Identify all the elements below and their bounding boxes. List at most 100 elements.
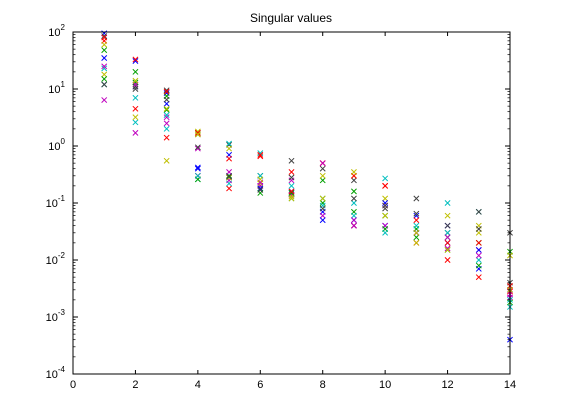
y-tick-label: 102: [48, 23, 65, 39]
data-point: [132, 68, 139, 75]
data-point: [288, 157, 295, 164]
data-point: [382, 212, 389, 219]
data-point: [444, 234, 451, 241]
data-point: [132, 58, 139, 64]
x-tick-label: 10: [379, 379, 391, 391]
data-point: [226, 185, 233, 192]
data-point: [382, 175, 389, 182]
data-point: [163, 87, 170, 94]
data-point: [194, 165, 201, 172]
data-point: [288, 195, 295, 202]
y-tick-base: 10: [48, 27, 60, 39]
data-point: [475, 208, 482, 215]
data-point: [132, 114, 139, 121]
data-point: [132, 77, 139, 84]
data-point: [350, 188, 357, 195]
data-point: [444, 247, 451, 253]
data-point: [132, 105, 139, 112]
x-tick-label: 4: [195, 379, 201, 391]
data-point: [475, 226, 482, 232]
data-point: [319, 177, 326, 184]
data-point: [226, 155, 233, 162]
data-point: [257, 186, 264, 193]
y-tick-base: 10: [46, 312, 58, 324]
data-point: [132, 129, 139, 136]
chart-title: Singular values: [250, 11, 332, 25]
data-point: [163, 157, 170, 164]
data-point: [257, 185, 264, 192]
data-point: [226, 169, 233, 175]
data-point: [444, 239, 451, 246]
data-point: [194, 172, 201, 179]
data-point: [101, 65, 108, 72]
data-point: [350, 212, 357, 219]
data-point: [413, 210, 420, 217]
y-tick-exponent: 0: [61, 137, 66, 146]
data-point: [319, 160, 326, 167]
y-tick-exponent: 2: [61, 23, 66, 32]
y-tick-label: 10-3: [46, 308, 66, 324]
data-point: [413, 212, 420, 219]
data-point: [288, 182, 295, 189]
data-point: [382, 202, 389, 209]
data-point: [163, 105, 170, 112]
data-point: [194, 145, 201, 152]
y-tick-base: 10: [46, 198, 58, 210]
data-point: [288, 188, 295, 195]
data-point: [413, 229, 420, 236]
data-point: [319, 200, 326, 206]
data-point: [475, 247, 482, 253]
y-tick-base: 10: [48, 84, 60, 96]
x-tick-label: 8: [320, 379, 326, 391]
data-point: [382, 200, 389, 206]
data-point: [132, 86, 139, 92]
y-tick-exponent: -2: [58, 251, 66, 260]
data-point: [194, 144, 201, 151]
data-point: [350, 200, 357, 206]
plot-area: [73, 32, 510, 374]
data-point: [350, 195, 357, 202]
data-point: [101, 41, 108, 48]
data-point: [101, 81, 108, 88]
data-point: [475, 252, 482, 259]
data-point: [413, 195, 420, 202]
data-point: [163, 114, 170, 121]
data-point: [288, 190, 295, 196]
data-point: [163, 112, 170, 118]
x-tick-label: 12: [441, 379, 453, 391]
data-point: [319, 212, 326, 219]
data-point: [163, 106, 170, 113]
data-point: [288, 174, 295, 181]
data-point: [413, 239, 420, 246]
data-point: [475, 239, 482, 246]
y-tick-base: 10: [48, 141, 60, 153]
y-tick-base: 10: [46, 369, 58, 381]
data-point: [194, 129, 201, 136]
data-point: [226, 145, 233, 152]
data-point: [319, 195, 326, 202]
data-point: [163, 125, 170, 132]
y-tick-exponent: -3: [58, 308, 66, 317]
data-point: [319, 205, 326, 212]
data-point: [475, 262, 482, 269]
data-point: [101, 71, 108, 78]
data-point: [194, 131, 201, 138]
data-point: [132, 83, 139, 90]
data-point: [132, 56, 139, 63]
data-point: [226, 174, 233, 181]
data-point: [257, 150, 264, 157]
data-point: [226, 140, 233, 147]
data-point: [194, 164, 201, 171]
data-point: [101, 33, 108, 39]
data-point: [101, 97, 108, 104]
data-point: [101, 34, 108, 41]
y-tick-label: 10-4: [46, 365, 66, 381]
y-tick-base: 10: [46, 255, 58, 267]
x-tick-label: 2: [132, 379, 138, 391]
data-point: [319, 172, 326, 179]
data-point: [382, 195, 389, 202]
data-point: [350, 177, 357, 184]
data-point: [382, 229, 389, 236]
